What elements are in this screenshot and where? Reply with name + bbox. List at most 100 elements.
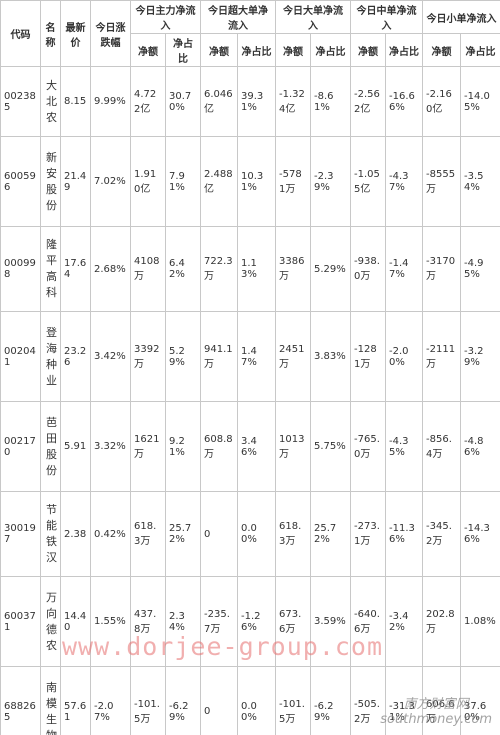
- cell: 1.47%: [237, 311, 276, 402]
- cell: 7.91%: [165, 136, 201, 227]
- data-row: 600596 新安股份 21.49 7.02% 1.910亿 7.91% 2.488亿 10.…: [0, 136, 500, 227]
- group-header: 今日大单净流入: [275, 0, 351, 34]
- stock-name: 大北农: [40, 66, 61, 137]
- subcolumn-header: 净额: [200, 33, 238, 67]
- column-header: 今日涨跌幅: [90, 0, 131, 67]
- cell: 2.34%: [165, 576, 201, 667]
- cell: -2.07%: [90, 666, 131, 735]
- subcolumn-header: 净占比: [460, 33, 500, 67]
- column-header: 名称: [40, 0, 61, 67]
- cell: 1.55%: [90, 576, 131, 667]
- cell: 618.3万: [275, 491, 311, 577]
- cell: 608.8万: [200, 401, 238, 492]
- subcolumn-header: 净占比: [385, 33, 423, 67]
- cell: 23.26: [60, 311, 91, 402]
- cell: 2.68%: [90, 226, 131, 312]
- stock-name: 节能铁汉: [40, 491, 61, 577]
- stock-name: 芭田股份: [40, 401, 61, 492]
- subheader-row: 净额 净占比 净额 净占比 净额 净占比 净额 净占比 净额 净占比: [1, 33, 500, 67]
- subcolumn-header: 净占比: [165, 33, 201, 67]
- column-header: 代码: [0, 0, 41, 67]
- cell: 1.08%: [460, 576, 500, 667]
- cell: -856.4万: [422, 401, 461, 492]
- cell: -938.0万: [350, 226, 386, 312]
- subcolumn-header: 净额: [422, 33, 461, 67]
- group-header: 今日主力净流入: [130, 0, 201, 34]
- cell: 0.42%: [90, 491, 131, 577]
- cell: -1.055亿: [350, 136, 386, 227]
- stock-name: 隆平高科: [40, 226, 61, 312]
- cell: -273.1万: [350, 491, 386, 577]
- cell: 9.99%: [90, 66, 131, 137]
- data-row: 600371 万向德农 14.40 1.55% 437.8万 2.34% -235.7万 -1…: [0, 576, 500, 667]
- cell: 17.64: [60, 226, 91, 312]
- cell: -11.36%: [385, 491, 423, 577]
- cell: 9.21%: [165, 401, 201, 492]
- cell: 941.1万: [200, 311, 238, 402]
- cell: 000998: [0, 226, 41, 312]
- cell: 0: [200, 666, 238, 735]
- stock-name: 万向德农: [40, 576, 61, 667]
- cell: -5781万: [275, 136, 311, 227]
- cell: -2.160亿: [422, 66, 461, 137]
- cell: 618.3万: [130, 491, 166, 577]
- cell: 39.31%: [237, 66, 276, 137]
- cell: 5.29%: [165, 311, 201, 402]
- subcolumn-header: 净占比: [237, 33, 276, 67]
- cell: 002385: [0, 66, 41, 137]
- cell: -3.29%: [460, 311, 500, 402]
- data-row: 002385 大北农 8.15 9.99% 4.722亿 30.70% 6.046亿 39.3…: [0, 66, 500, 137]
- stock-name: 登海种业: [40, 311, 61, 402]
- cell: 1.910亿: [130, 136, 166, 227]
- cell: -1.47%: [385, 226, 423, 312]
- cell: 002170: [0, 401, 41, 492]
- cell: 600596: [0, 136, 41, 227]
- cell: 0: [200, 491, 238, 577]
- watermark-brand: 南方财富网 southmoney.com: [380, 693, 492, 727]
- cell: -4.86%: [460, 401, 500, 492]
- cell: 600371: [0, 576, 41, 667]
- header-row: 代码 名称 最新价 今日涨跌幅 今日主力净流入 今日超大单净流入 今日大单净流入 今日中单净流…: [0, 0, 500, 67]
- data-row: 300197 节能铁汉 2.38 0.42% 618.3万 25.72% 0 0.00% 618…: [0, 491, 500, 577]
- watermark: www.dorjee-group.com: [62, 632, 384, 661]
- data-row: 002170 芭田股份 5.91 3.32% 1621万 9.21% 608.8万 3.46%…: [0, 401, 500, 492]
- cell: 3392万: [130, 311, 166, 402]
- cell: 57.61: [60, 666, 91, 735]
- group-header: 今日超大单净流入: [200, 0, 276, 34]
- cell: 25.72%: [310, 491, 351, 577]
- cell: 7.02%: [90, 136, 131, 227]
- data-row: 000998 隆平高科 17.64 2.68% 4108万 6.42% 722.3万 1.13…: [0, 226, 500, 312]
- group-header: 今日中单净流入: [350, 0, 423, 34]
- cell: -2.562亿: [350, 66, 386, 137]
- cell: -101.5万: [130, 666, 166, 735]
- stock-name: 南模生物: [40, 666, 61, 735]
- cell: -765.0万: [350, 401, 386, 492]
- cell: 0.00%: [237, 666, 276, 735]
- cell: 1.13%: [237, 226, 276, 312]
- cell: 3.46%: [237, 401, 276, 492]
- cell: 2.488亿: [200, 136, 238, 227]
- cell: -14.36%: [460, 491, 500, 577]
- cell: 5.91: [60, 401, 91, 492]
- subcolumn-header: 净占比: [310, 33, 351, 67]
- cell: 3.42%: [90, 311, 131, 402]
- cell: 300197: [0, 491, 41, 577]
- cell: -6.29%: [310, 666, 351, 735]
- subcolumn-header: 净额: [130, 33, 166, 67]
- cell: -4.35%: [385, 401, 423, 492]
- cell: 0.00%: [237, 491, 276, 577]
- brand-url: southmoney.com: [380, 712, 492, 727]
- group-header: 今日小单净流入: [422, 0, 500, 34]
- subcolumn-header: 净额: [275, 33, 311, 67]
- cell: -1.324亿: [275, 66, 311, 137]
- cell: 25.72%: [165, 491, 201, 577]
- data-row: 002041 登海种业 23.26 3.42% 3392万 5.29% 941.1万 1.47…: [0, 311, 500, 402]
- cell: 2451万: [275, 311, 311, 402]
- stock-name: 新安股份: [40, 136, 61, 227]
- cell: 1013万: [275, 401, 311, 492]
- cell: -8.61%: [310, 66, 351, 137]
- cell: -345.2万: [422, 491, 461, 577]
- cell: 8.15: [60, 66, 91, 137]
- cell: -2111万: [422, 311, 461, 402]
